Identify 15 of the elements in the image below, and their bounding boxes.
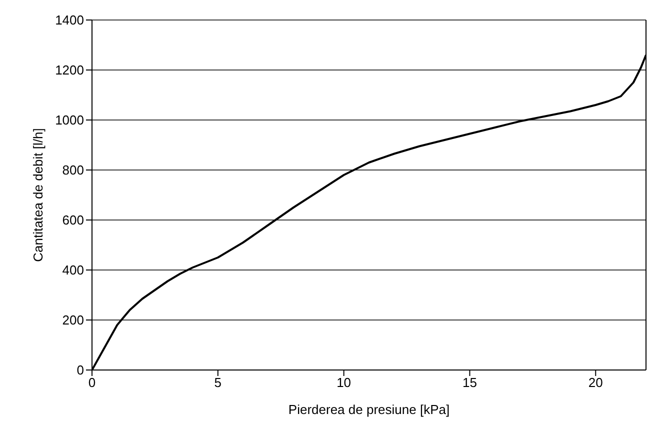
x-axis-title: Pierderea de presiune [kPa] [288,402,450,417]
x-tick-label: 15 [462,375,477,390]
y-tick-label: 200 [62,312,84,328]
x-tick-label: 0 [88,375,96,390]
y-tick-label: 600 [62,212,84,228]
x-tick-label: 5 [214,375,222,390]
y-tick-label: 0 [76,362,84,378]
y-tick-label: 1400 [55,12,84,28]
y-axis-title: Cantitatea de debit [l/h] [30,128,46,262]
y-tick-label: 1000 [55,112,84,128]
x-tick-label: 10 [336,375,352,390]
x-tick-label: 20 [588,375,603,390]
y-tick-label: 1200 [55,62,84,78]
y-tick-label: 800 [62,162,84,178]
y-tick-label: 400 [62,262,84,278]
